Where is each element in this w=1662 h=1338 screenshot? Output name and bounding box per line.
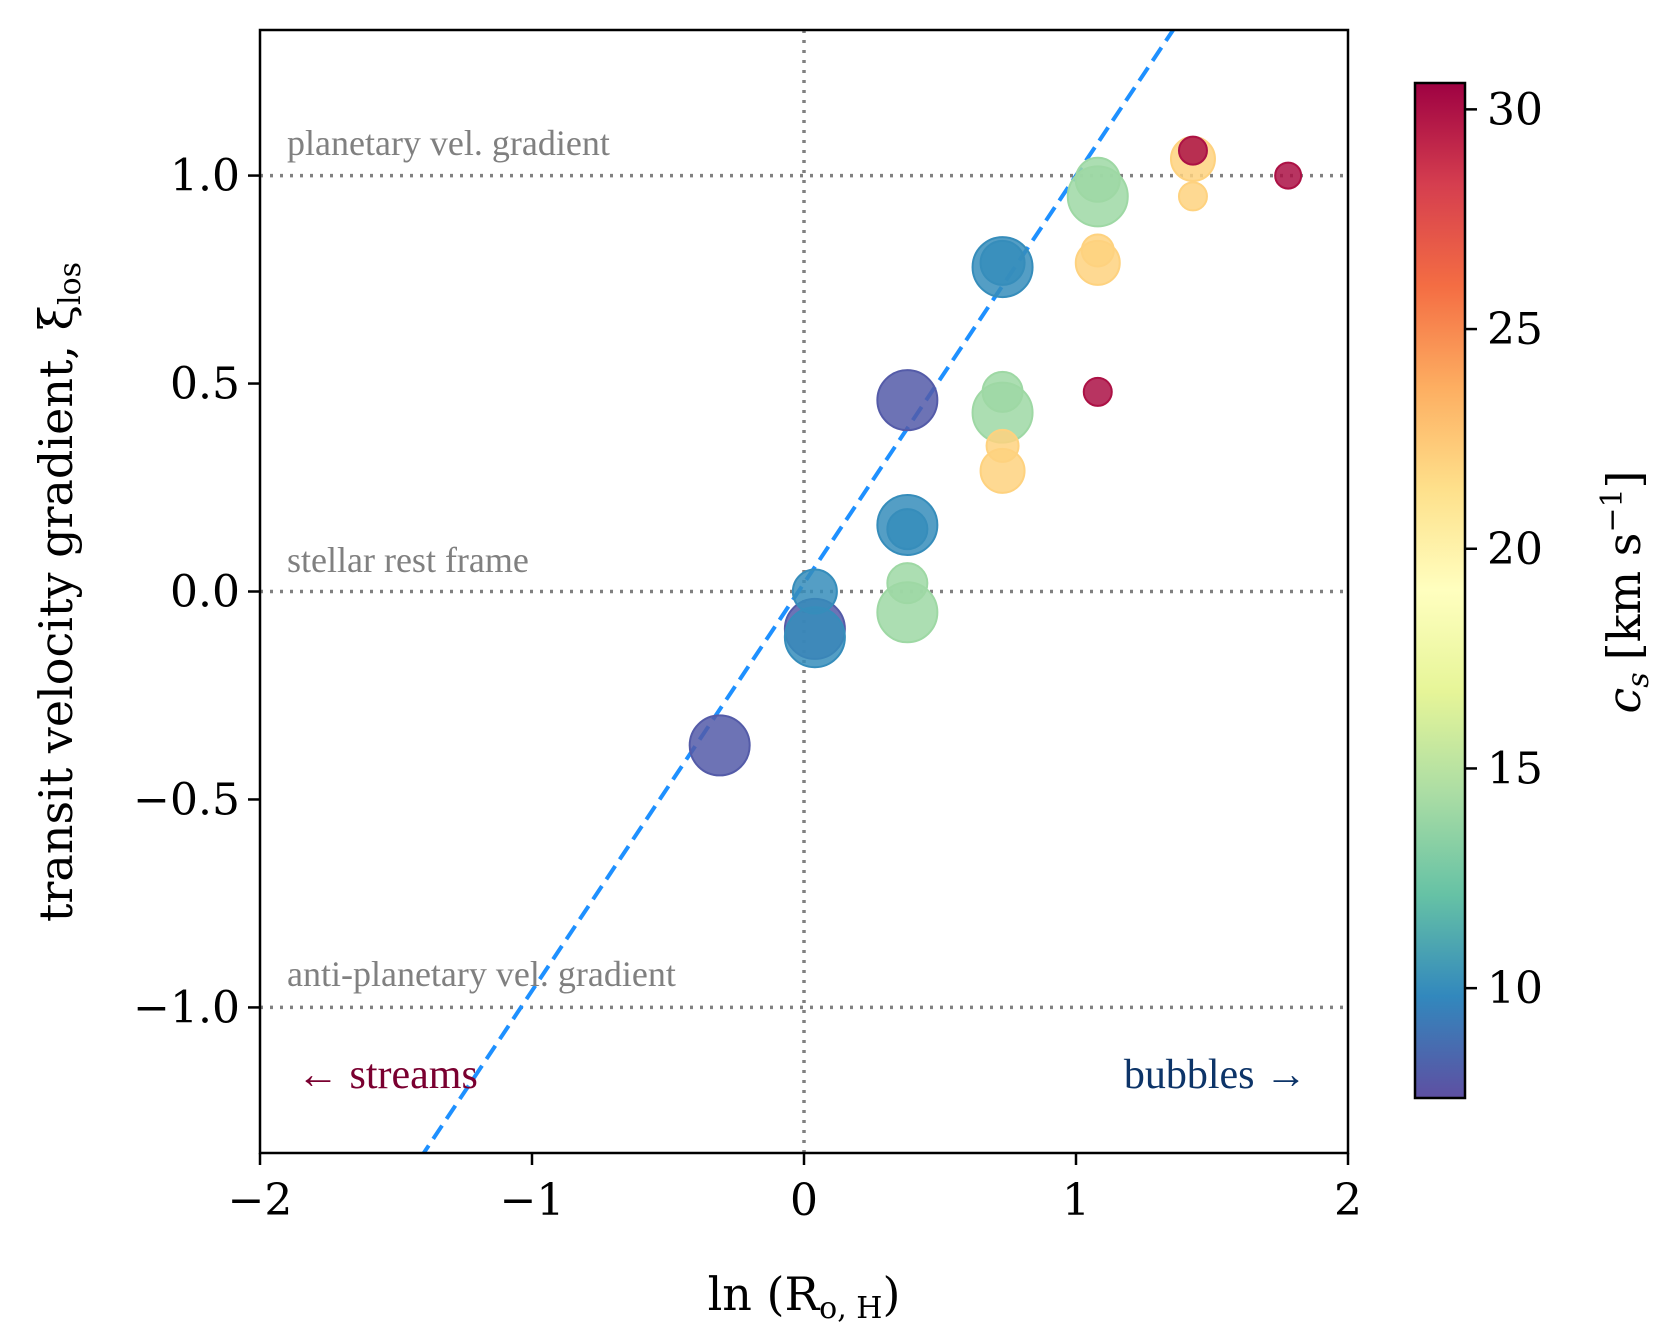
y-axis-title: transit velocity gradient, ξlos bbox=[29, 262, 88, 922]
data-point bbox=[791, 568, 838, 615]
streams-annotation: ← streams bbox=[297, 1052, 478, 1098]
colorbar-tick-label: 15 bbox=[1487, 743, 1543, 794]
y-axis-ticks: −1.0 −0.5 0.0 0.5 1.0 bbox=[133, 151, 260, 1033]
data-point bbox=[886, 562, 929, 605]
ref-label-stellar: stellar rest frame bbox=[287, 540, 529, 580]
x-tick-label: −2 bbox=[228, 1175, 293, 1226]
colorbar bbox=[1413, 81, 1467, 1100]
x-axis-title: ln (Ro, H) bbox=[708, 1267, 901, 1326]
colorbar-tick-label: 20 bbox=[1487, 524, 1543, 575]
data-point bbox=[688, 714, 751, 777]
data-point bbox=[1082, 376, 1113, 407]
fit-line-group bbox=[421, 30, 1176, 1153]
data-point bbox=[1177, 135, 1208, 166]
colorbar-ticks: 10 15 20 25 30 bbox=[1465, 84, 1543, 1014]
x-tick-label: 0 bbox=[790, 1175, 818, 1226]
colorbar-title: cs[km s−1] bbox=[1595, 470, 1656, 713]
colorbar-tick-label: 25 bbox=[1487, 304, 1543, 355]
data-point bbox=[783, 606, 846, 669]
colorbar-tick-label: 10 bbox=[1487, 963, 1543, 1014]
data-point bbox=[979, 239, 1026, 286]
bubbles-annotation: bubbles → bbox=[1124, 1052, 1307, 1098]
ref-label-planetary: planetary vel. gradient bbox=[287, 123, 610, 163]
x-axis-ticks: −2 −1 0 1 2 bbox=[228, 1153, 1362, 1226]
y-tick-label: 0.5 bbox=[170, 359, 240, 410]
y-tick-label: −1.0 bbox=[133, 982, 240, 1033]
x-tick-label: 2 bbox=[1334, 1175, 1362, 1226]
data-point bbox=[886, 508, 929, 551]
data-point bbox=[876, 369, 939, 432]
data-point bbox=[985, 428, 1020, 463]
colorbar-tick-label: 30 bbox=[1487, 84, 1543, 135]
ref-label-anti-planetary: anti-planetary vel. gradient bbox=[287, 954, 676, 994]
y-tick-label: 1.0 bbox=[170, 151, 240, 202]
x-tick-label: 1 bbox=[1062, 1175, 1090, 1226]
data-point bbox=[981, 370, 1024, 413]
x-tick-label: −1 bbox=[500, 1175, 565, 1226]
data-point bbox=[1080, 233, 1115, 268]
data-point bbox=[1274, 161, 1303, 190]
data-point bbox=[1074, 156, 1121, 203]
fit-line bbox=[421, 30, 1176, 1153]
data-points bbox=[688, 135, 1303, 777]
y-tick-label: −0.5 bbox=[133, 774, 240, 825]
y-tick-label: 0.0 bbox=[170, 567, 240, 618]
data-point bbox=[1177, 181, 1208, 212]
